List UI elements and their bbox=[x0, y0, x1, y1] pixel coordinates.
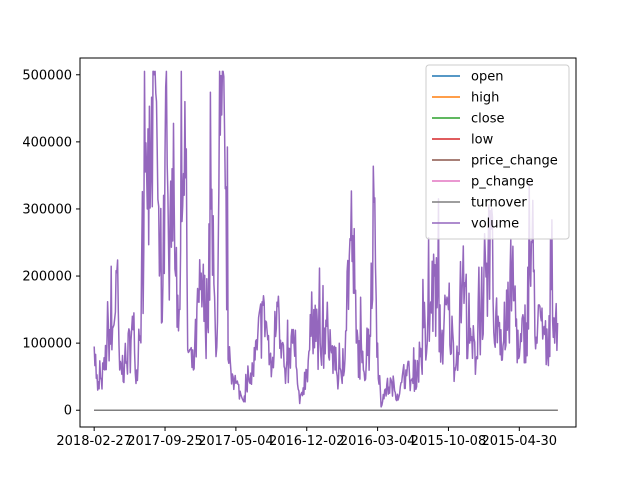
y-tick-label: 0 bbox=[64, 404, 72, 419]
x-tick-label: 2015-10-08 bbox=[411, 434, 487, 449]
series-layer bbox=[93, 70, 559, 411]
axes-frame bbox=[79, 57, 577, 428]
y-tick-label: 100000 bbox=[22, 337, 72, 352]
legend-label-turnover: turnover bbox=[471, 196, 527, 211]
x-tick-label: 2015-04-30 bbox=[482, 434, 558, 449]
x-tick-label: 2016-12-02 bbox=[269, 434, 345, 449]
legend-box bbox=[425, 64, 570, 240]
legend-label-close: close bbox=[471, 112, 504, 127]
y-tick-label: 400000 bbox=[22, 135, 72, 150]
legend: open high close low price_change p_changeturn… bbox=[425, 64, 570, 240]
legend-label-volume: volume bbox=[471, 217, 519, 232]
x-tick-label: 2017-09-25 bbox=[127, 434, 203, 449]
series-line-volume bbox=[93, 70, 559, 408]
y-tick-label: 200000 bbox=[22, 270, 72, 285]
x-tick-label: 2018-02-27 bbox=[56, 434, 132, 449]
legend-label-high: high bbox=[471, 91, 499, 106]
x-tick-label: 2016-03-04 bbox=[340, 434, 416, 449]
y-tick-label: 500000 bbox=[22, 68, 72, 83]
x-tick-label: 2017-05-04 bbox=[198, 434, 274, 449]
y-tick-label: 300000 bbox=[22, 202, 72, 217]
legend-label-open: open bbox=[471, 70, 503, 85]
tick-layer: 0 100000 200000 300000 400000 500000 2018-02-2… bbox=[22, 68, 557, 449]
axes bbox=[79, 57, 577, 428]
legend-label-price-change: price_change bbox=[471, 154, 558, 169]
legend-label-low: low bbox=[471, 133, 494, 148]
legend-label-p-change: p_change bbox=[471, 175, 534, 190]
